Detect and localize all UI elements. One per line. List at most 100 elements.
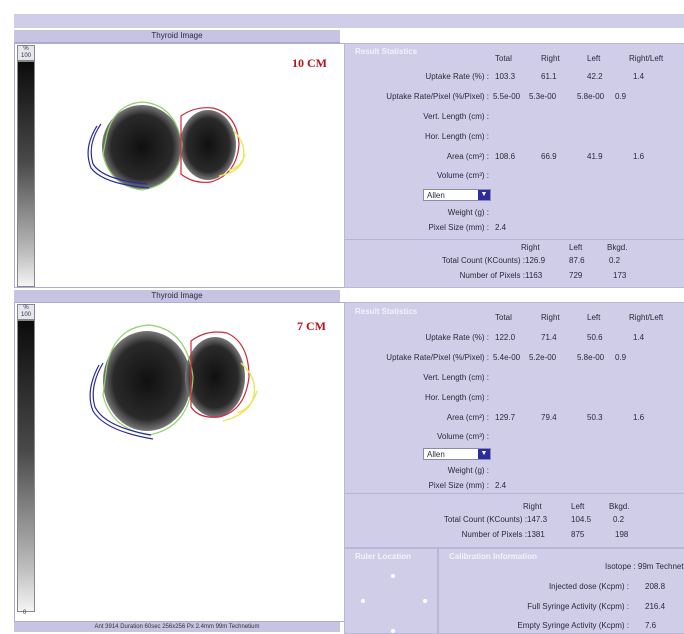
bottom-thyroid-scan	[89, 324, 258, 440]
top-roi-blue	[87, 123, 150, 189]
bottom-image-panel[interactable]: % 100 0 7 CM	[14, 302, 346, 622]
bottom-roi-yellow	[222, 362, 258, 422]
chevron-down-icon[interactable]: ▼	[478, 449, 490, 459]
calibration-injected-label: Injected dose (Kcpm) :	[548, 582, 629, 591]
bottom-uptake-label: Uptake Rate (%) :	[425, 333, 489, 342]
bottom-pixels-label: Number of Pixels :	[461, 530, 527, 539]
acquisition-footer: Ant 3914 Duration 60sec 256x256 Px 2.4mm…	[14, 622, 340, 632]
chevron-down-icon[interactable]: ▼	[478, 190, 490, 200]
top-uptake-right: 61.1	[541, 72, 557, 81]
calibration-full-label: Full Syringe Activity (Kcpm) :	[527, 602, 629, 611]
bottom-volume-label: Volume (cm³) :	[436, 432, 489, 441]
bottom-uptake-left: 50.6	[587, 333, 603, 342]
top-pixels-left: 729	[569, 271, 583, 280]
calibration-full-value: 216.4	[645, 602, 666, 611]
bottom-col-total: Total	[495, 313, 512, 322]
top-roi-yellow	[218, 129, 246, 177]
bottom-perpixel-label: Uptake Rate/Pixel (%/Pixel) :	[386, 353, 489, 362]
top-header-band	[14, 14, 684, 28]
top-area-right: 66.9	[541, 152, 557, 161]
bottom-scale-min: 0	[23, 610, 27, 616]
top-image-panel[interactable]: % 100 10 CM	[14, 43, 346, 288]
bottom-col-right: Right	[541, 313, 560, 322]
top-pixel-value: 2.4	[495, 223, 507, 232]
bottom-stats-panel: Result Statistics Total Right Left Right…	[344, 302, 684, 548]
bottom-totalcount-label: Total Count (KCounts) :	[443, 515, 527, 524]
bottom-scale-max: 100	[20, 312, 31, 318]
top-cm-label: 10 CM	[292, 56, 327, 70]
bottom-method-value: Allen	[427, 450, 445, 459]
ruler-handle-top[interactable]	[391, 574, 395, 578]
bottom-roi-blue	[89, 362, 154, 440]
top-perpixel-right: 5.3e-00	[529, 92, 557, 101]
top-perpixel-ratio: 0.9	[615, 92, 627, 101]
ruler-handle-bottom[interactable]	[391, 629, 395, 633]
bottom-count-left-hdr: Left	[571, 502, 585, 511]
top-method-value: Allen	[427, 191, 445, 200]
ruler-handle-left[interactable]	[361, 599, 365, 603]
top-thyroid-scan	[87, 101, 246, 191]
top-perpixel-label: Uptake Rate/Pixel (%/Pixel) :	[386, 92, 489, 101]
bottom-weight-label: Weight (g) :	[447, 466, 489, 475]
bottom-uptake-ratio: 1.4	[633, 333, 645, 342]
bottom-perpixel-total: 5.4e-00	[493, 353, 521, 362]
bottom-hor-label: Hor. Length (cm) :	[424, 393, 489, 402]
bottom-uptake-right: 71.4	[541, 333, 557, 342]
bottom-col-ratio: Right/Left	[629, 313, 664, 322]
calibration-empty-label: Empty Syringe Activity (Kcpm) :	[517, 621, 629, 630]
bottom-divider	[345, 493, 684, 494]
top-scale-label: %	[23, 46, 29, 52]
bottom-area-total: 129.7	[495, 413, 516, 422]
top-uptake-ratio: 1.4	[633, 72, 645, 81]
bottom-totalcount-right: 147.3	[527, 515, 548, 524]
bottom-pixels-right: 1381	[527, 530, 545, 539]
top-col-left: Left	[587, 54, 601, 63]
ruler-panel[interactable]: Ruler Location	[344, 548, 438, 634]
bottom-perpixel-left: 5.8e-00	[577, 353, 605, 362]
bottom-area-left: 50.3	[587, 413, 603, 422]
bottom-grayscale-bar	[17, 320, 35, 612]
bottom-cm-label: 7 CM	[297, 319, 326, 333]
bottom-perpixel-right: 5.2e-00	[529, 353, 557, 362]
top-grayscale-bar	[17, 61, 35, 287]
ruler-handle-right[interactable]	[423, 599, 427, 603]
top-col-ratio: Right/Left	[629, 54, 664, 63]
bottom-totalcount-left: 104.5	[571, 515, 592, 524]
top-totalcount-left: 87.6	[569, 256, 585, 265]
top-perpixel-total: 5.5e-00	[493, 92, 521, 101]
calibration-injected-value: 208.8	[645, 582, 666, 591]
top-totalcount-label: Total Count (KCounts) :	[441, 256, 525, 265]
top-col-right: Right	[541, 54, 560, 63]
calibration-empty-value: 7.6	[645, 621, 657, 630]
top-area-label: Area (cm²) :	[446, 152, 489, 161]
bottom-count-bkgd-hdr: Bkgd.	[609, 502, 630, 511]
bottom-pixel-value: 2.4	[495, 481, 507, 490]
bottom-area-ratio: 1.6	[633, 413, 645, 422]
top-pixels-bkgd: 173	[613, 271, 627, 280]
bottom-roi-green	[102, 324, 194, 436]
top-left-lobe	[180, 110, 236, 180]
bottom-left-lobe	[185, 337, 245, 417]
top-totalcount-right: 126.9	[525, 256, 546, 265]
bottom-stats-title: Result Statistics	[355, 307, 418, 316]
top-divider	[345, 239, 684, 240]
top-vert-label: Vert. Length (cm) :	[423, 112, 489, 121]
top-area-ratio: 1.6	[633, 152, 645, 161]
top-count-bkgd-hdr: Bkgd.	[607, 243, 628, 252]
bottom-uptake-total: 122.0	[495, 333, 516, 342]
bottom-pixels-bkgd: 198	[615, 530, 629, 539]
top-image-title: Thyroid Image	[14, 30, 340, 43]
top-count-left-hdr: Left	[569, 243, 583, 252]
top-method-select[interactable]: Allen ▼	[423, 189, 491, 201]
calibration-title: Calibration Information	[449, 552, 537, 561]
top-pixels-label: Number of Pixels :	[459, 271, 525, 280]
bottom-method-select[interactable]: Allen ▼	[423, 448, 491, 460]
top-pixel-label: Pixel Size (mm) :	[428, 223, 489, 232]
top-perpixel-left: 5.8e-00	[577, 92, 605, 101]
bottom-count-right-hdr: Right	[523, 502, 542, 511]
top-right-lobe	[102, 105, 182, 189]
top-uptake-label: Uptake Rate (%) :	[425, 72, 489, 81]
top-pixels-right: 1163	[525, 271, 543, 280]
bottom-pixel-label: Pixel Size (mm) :	[428, 481, 489, 490]
top-uptake-left: 42.2	[587, 72, 603, 81]
